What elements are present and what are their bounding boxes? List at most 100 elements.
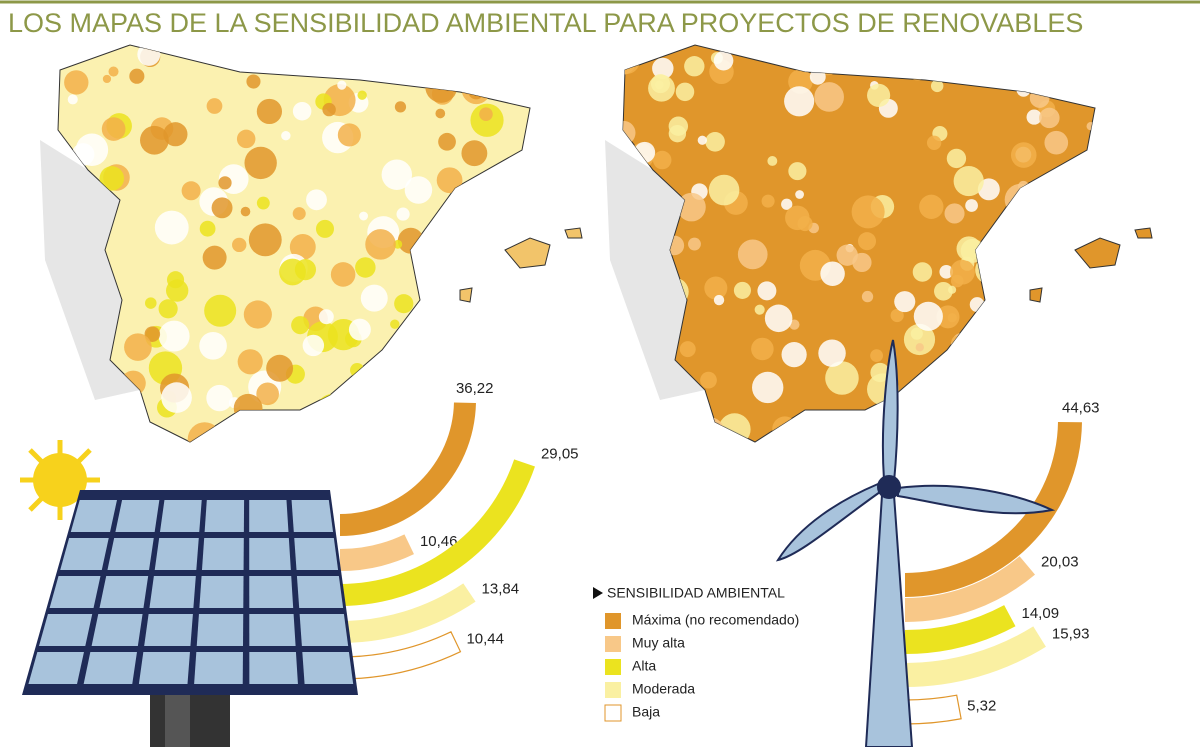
map-patch: [971, 348, 993, 370]
map-patch: [754, 304, 765, 315]
map-patch: [461, 74, 491, 105]
map-patch: [281, 130, 291, 141]
map-patch: [697, 135, 707, 145]
map-patch: [705, 131, 725, 152]
map-patch: [767, 156, 778, 166]
map-patch: [1044, 130, 1069, 155]
map-patch: [628, 428, 649, 442]
map-patch: [199, 332, 227, 360]
map-patch: [708, 174, 740, 206]
map-patch: [784, 86, 815, 117]
map-patch: [1010, 142, 1037, 168]
map-patch: [1020, 370, 1045, 395]
map-patch: [781, 342, 807, 368]
panel-cell: [249, 500, 289, 532]
radial-bar: [905, 626, 1046, 687]
map-patch: [348, 318, 371, 341]
value-label: 10,44: [466, 631, 504, 648]
map-patch: [472, 259, 490, 278]
map-patch: [404, 176, 433, 204]
map-patch: [1002, 395, 1031, 424]
map-patch: [700, 371, 717, 389]
map-patch: [256, 98, 283, 125]
map-patch: [484, 342, 513, 370]
radial-bar: [340, 402, 476, 536]
map-patch: [491, 45, 503, 52]
map-patch: [930, 79, 944, 93]
map-patch: [102, 74, 112, 84]
panel-cell: [83, 652, 137, 684]
map-patch: [908, 63, 927, 81]
map-patch: [624, 390, 649, 415]
map-patch: [764, 304, 793, 333]
solar-panel: [22, 490, 358, 747]
map-patch: [975, 255, 1005, 285]
radial-chart-wind: 44,63 20,03 14,09 15,93 5,32: [904, 399, 1100, 725]
map-patch: [390, 319, 400, 329]
map-patch: [861, 290, 874, 303]
map-patch: [330, 262, 356, 287]
map-patch: [395, 412, 424, 442]
map-patch: [1071, 67, 1085, 81]
map-patch: [322, 102, 336, 117]
panel-cell: [60, 538, 109, 570]
panel-cell: [144, 614, 193, 646]
map-patch: [795, 190, 804, 199]
map-patch: [634, 141, 656, 163]
map-patch: [977, 303, 1002, 328]
map-patch: [137, 45, 161, 66]
value-label: 44,63: [1062, 399, 1100, 416]
map-patch: [944, 422, 974, 442]
map-patch: [939, 264, 954, 279]
panel-cell: [49, 576, 101, 608]
map-patch: [650, 74, 671, 94]
panel-cell: [99, 576, 149, 608]
sun: [20, 440, 100, 520]
map-patch: [90, 396, 120, 426]
panel-cell: [154, 538, 199, 570]
map-patch: [814, 82, 844, 112]
panel-cell: [294, 538, 339, 570]
map-patch: [67, 94, 78, 105]
panel-cell: [296, 576, 344, 608]
map-patch: [518, 183, 529, 194]
legend-swatch: [605, 682, 621, 698]
map-patch: [256, 196, 270, 210]
map-patch: [788, 162, 807, 181]
map-patch: [1081, 212, 1095, 236]
map-patch: [291, 316, 310, 335]
panel-cell: [115, 500, 160, 532]
map-patch: [1016, 82, 1031, 97]
map-patch: [838, 45, 850, 52]
map-patch: [240, 206, 251, 217]
map-patch: [256, 382, 279, 406]
map-patch: [394, 294, 414, 314]
map-patch: [950, 332, 977, 358]
map-patch: [693, 417, 725, 442]
map-patch: [781, 198, 793, 210]
map-patch: [428, 298, 451, 322]
panel-cell: [149, 576, 196, 608]
map-patch: [623, 120, 636, 146]
panel-cell: [138, 652, 190, 684]
map-patch: [950, 274, 964, 288]
panel-cell: [249, 652, 298, 684]
map-patch: [1071, 54, 1083, 67]
legend-swatch: [604, 704, 622, 722]
map-patch: [1036, 329, 1051, 344]
map-patch: [1026, 109, 1042, 125]
map-patch: [232, 45, 259, 67]
panel-cell: [291, 500, 334, 532]
map-patch: [289, 234, 316, 260]
map-patch: [436, 167, 463, 194]
map-patch: [678, 400, 713, 435]
map-patch: [356, 409, 366, 419]
map-patch: [1039, 107, 1060, 129]
map-patch: [623, 48, 640, 74]
map-patch: [623, 377, 644, 403]
map-patch: [857, 232, 877, 251]
value-label: 13,84: [482, 581, 520, 598]
radial-bar: [904, 694, 962, 725]
legend-swatch: [605, 659, 621, 675]
